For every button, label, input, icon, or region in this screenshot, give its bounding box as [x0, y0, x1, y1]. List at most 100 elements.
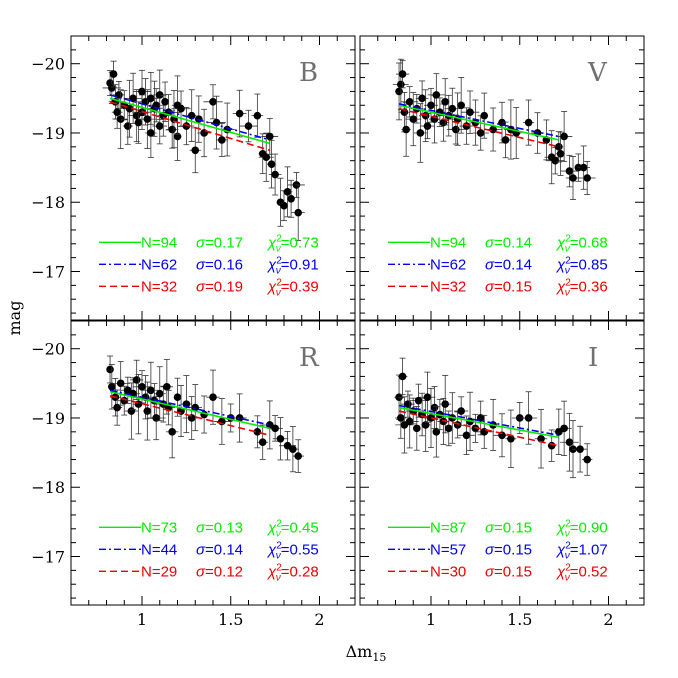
- data-point: [460, 90, 480, 134]
- data-point: [287, 179, 295, 218]
- data-point: [520, 391, 538, 445]
- point-marker: [280, 201, 288, 210]
- point-marker: [209, 393, 217, 401]
- legend-n: N=87: [430, 519, 466, 536]
- point-marker: [134, 118, 143, 127]
- x-axis-label-main: Δm: [346, 642, 373, 661]
- y-tick-label: −19: [31, 124, 65, 143]
- data-point: [171, 75, 184, 136]
- point-marker: [177, 104, 185, 113]
- point-marker: [143, 407, 152, 415]
- data-point: [397, 357, 408, 396]
- data-point: [161, 81, 169, 122]
- legend-n: N=94: [141, 234, 177, 251]
- point-marker: [416, 129, 425, 137]
- point-marker: [441, 98, 450, 106]
- data-point: [180, 375, 192, 434]
- y-tick-label: −20: [31, 55, 65, 74]
- legend-sigma: σ=0.19: [196, 278, 243, 295]
- data-point: [276, 177, 285, 227]
- data-point: [420, 397, 431, 452]
- data-point: [113, 89, 128, 149]
- point-marker: [565, 438, 574, 447]
- point-marker: [289, 445, 297, 453]
- fit-line-red: [398, 410, 559, 447]
- point-marker: [108, 84, 116, 92]
- data-point: [555, 111, 573, 162]
- point-marker: [423, 122, 432, 130]
- point-marker: [294, 208, 303, 217]
- data-point: [395, 397, 407, 439]
- data-point: [108, 364, 116, 410]
- data-point: [188, 384, 202, 432]
- point-marker: [209, 98, 217, 106]
- y-tick-label: −18: [31, 193, 65, 212]
- point-marker: [414, 396, 423, 405]
- data-point: [134, 101, 143, 144]
- data-point: [413, 103, 427, 163]
- legend-n: N=62: [141, 256, 177, 273]
- point-marker: [560, 424, 568, 433]
- data-point: [177, 385, 185, 437]
- point-marker: [271, 170, 279, 179]
- point-marker: [418, 94, 426, 103]
- panel-R: −20 −19 −18 −17 1 1.5 2 R N=73 σ=0.13 χ2 ν=0.45 N=44…: [31, 320, 356, 629]
- y-tick-label: −17: [31, 263, 65, 282]
- point-marker: [466, 108, 474, 116]
- point-marker: [200, 129, 208, 137]
- point-marker: [452, 125, 460, 134]
- legend-n: N=62: [430, 256, 466, 273]
- data-point: [232, 393, 247, 443]
- data-point: [143, 381, 152, 441]
- point-marker: [147, 129, 155, 137]
- point-marker: [152, 414, 160, 422]
- y-tick-label: −20: [31, 340, 65, 359]
- legend-chi2: χ2 ν=0.52: [555, 562, 608, 583]
- point-marker: [395, 87, 403, 96]
- data-point: [187, 89, 197, 142]
- data-point: [132, 370, 152, 404]
- legend-chi2: χ2 ν=0.68: [555, 233, 608, 254]
- data-point: [510, 107, 522, 159]
- point-marker: [253, 428, 262, 436]
- data-point: [143, 72, 159, 125]
- data-point: [577, 145, 590, 190]
- point-marker: [106, 365, 114, 374]
- point-marker: [405, 417, 414, 426]
- x-axis-label-subscript: 15: [372, 651, 386, 664]
- legend-chi2: χ2 ν=1.07: [555, 540, 608, 561]
- data-point: [457, 77, 465, 134]
- fit-line-green: [109, 97, 271, 145]
- legend-sigma: σ=0.14: [196, 541, 243, 558]
- data-point: [165, 405, 179, 459]
- legend-chi2: χ2 ν=0.39: [266, 277, 319, 298]
- data-point: [152, 107, 168, 145]
- fit-line-red: [398, 107, 559, 148]
- data-point: [430, 386, 439, 430]
- legend-sigma: σ=0.14: [485, 234, 532, 251]
- point-marker: [276, 434, 285, 443]
- panel-label: I: [588, 343, 598, 373]
- legend-chi2: χ2 ν=0.91: [266, 255, 319, 276]
- data-point: [423, 387, 439, 449]
- point-marker: [423, 393, 432, 401]
- data-point: [556, 400, 572, 456]
- legend-sigma: σ=0.14: [485, 256, 532, 273]
- point-marker: [441, 400, 450, 408]
- data-point: [578, 161, 596, 195]
- point-marker: [109, 70, 118, 78]
- panel-label: B: [299, 58, 318, 88]
- x-axis-label: Δm15: [346, 642, 387, 664]
- data-point: [121, 376, 135, 404]
- data-point: [213, 398, 230, 445]
- data-point: [267, 415, 283, 442]
- data-point: [109, 60, 118, 88]
- legend-n: N=57: [430, 541, 466, 558]
- panel-label: R: [299, 343, 320, 373]
- x-tick-label: 1.5: [507, 610, 532, 629]
- data-point: [282, 166, 293, 218]
- point-marker: [515, 414, 524, 422]
- point-marker: [287, 194, 295, 203]
- data-point: [505, 409, 517, 468]
- point-marker: [402, 125, 410, 134]
